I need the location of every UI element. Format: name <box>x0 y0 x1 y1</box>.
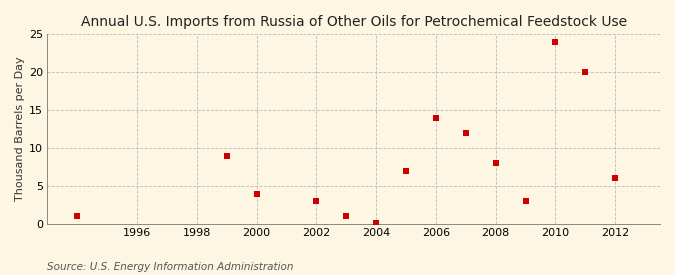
Text: Source: U.S. Energy Information Administration: Source: U.S. Energy Information Administ… <box>47 262 294 272</box>
Title: Annual U.S. Imports from Russia of Other Oils for Petrochemical Feedstock Use: Annual U.S. Imports from Russia of Other… <box>81 15 627 29</box>
Point <box>431 116 441 120</box>
Point <box>221 153 232 158</box>
Point <box>580 70 591 75</box>
Point <box>401 169 412 173</box>
Point <box>251 191 262 196</box>
Point <box>550 40 561 44</box>
Point <box>311 199 322 203</box>
Point <box>490 161 501 165</box>
Point <box>72 214 83 218</box>
Point <box>520 199 531 203</box>
Point <box>371 221 381 225</box>
Point <box>610 176 620 181</box>
Point <box>341 214 352 218</box>
Y-axis label: Thousand Barrels per Day: Thousand Barrels per Day <box>15 57 25 201</box>
Point <box>460 131 471 135</box>
